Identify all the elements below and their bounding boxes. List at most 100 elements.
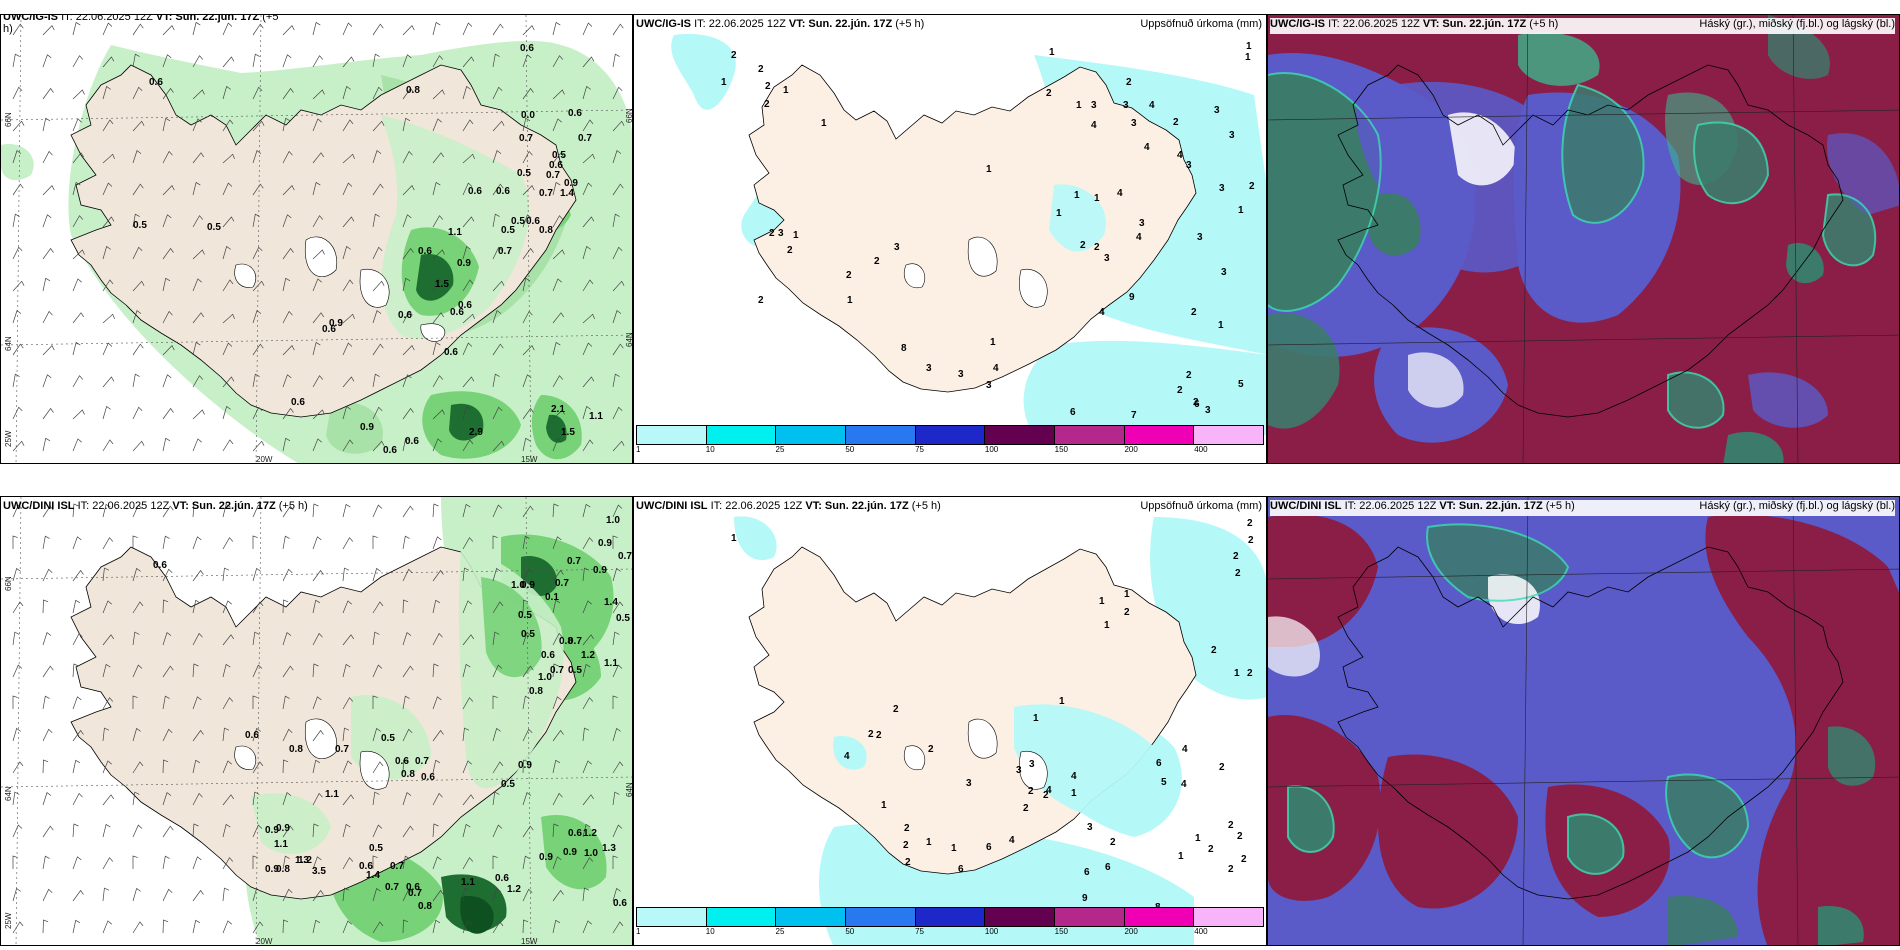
value-label: 0.8: [401, 769, 415, 780]
value-label: 0.5: [552, 150, 566, 161]
wind-barb: [522, 277, 531, 292]
wind-barb: [342, 794, 354, 806]
value-label: 6: [1070, 407, 1076, 418]
wind-barb: [342, 405, 351, 420]
wind-barb: [492, 535, 498, 549]
wind-barb: [222, 663, 231, 678]
value-label: 0.8: [539, 225, 553, 236]
wind-barb: [162, 150, 173, 164]
value-label: 3: [1087, 822, 1093, 833]
value-label: 1: [1033, 713, 1039, 724]
colorbar-tick-label: 25: [775, 927, 785, 936]
wind-barb: [222, 503, 231, 518]
wind-barb: [72, 152, 84, 164]
colorbar-swatch: [637, 426, 707, 444]
wind-barb: [552, 536, 562, 550]
value-label: 0.6: [568, 108, 582, 119]
wind-barb: [162, 214, 172, 228]
colorbar-tick-label: 10: [705, 445, 715, 454]
wind-barb: [312, 409, 325, 420]
panel-header: UWC/IG-IS IT: 22.06.2025 12Z VT: Sun. 22…: [636, 18, 1262, 34]
value-label: 2: [769, 228, 775, 239]
wind-barb: [12, 824, 23, 838]
wind-barb: [342, 376, 355, 388]
wind-barb: [432, 21, 441, 36]
value-label: 0.6: [291, 397, 305, 408]
wind-barb: [552, 152, 564, 164]
wind-barb: [462, 22, 473, 36]
wind-barb: [132, 310, 142, 324]
value-label: 0.7: [498, 246, 512, 257]
wind-barb: [42, 310, 53, 324]
wind-barb: [12, 120, 25, 132]
wind-barb: [72, 409, 85, 420]
wind-barb: [582, 537, 594, 550]
wind-barb: [72, 759, 81, 774]
wind-barb: [132, 246, 143, 260]
wind-barb: [252, 695, 258, 709]
value-label: 0.7: [415, 756, 429, 767]
wind-barb: [492, 761, 504, 774]
wind-barb: [432, 341, 441, 356]
lead-time: (+5 h): [278, 500, 308, 512]
wind-barb: [612, 310, 622, 324]
wind-barb: [492, 601, 504, 614]
wind-barb: [42, 150, 53, 164]
wind-barb: [252, 855, 258, 869]
wind-barb: [492, 213, 500, 228]
value-label: 1: [793, 230, 799, 241]
wind-barb: [492, 664, 503, 678]
value-label: 1: [1059, 696, 1065, 707]
wind-barb: [42, 505, 54, 518]
wind-barb: [432, 152, 444, 164]
value-label: 4: [1117, 188, 1123, 199]
value-label: 1.2: [298, 855, 312, 866]
value-label: 1: [986, 164, 992, 175]
wind-barb: [132, 373, 140, 388]
value-label: 3: [894, 242, 900, 253]
value-label: 4: [1181, 779, 1187, 790]
wind-barb: [162, 632, 172, 646]
colorbar-tick-label: 400: [1194, 927, 1208, 936]
wind-barb: [102, 727, 110, 742]
value-label: 0.6: [383, 445, 397, 456]
value-label: 1.1: [461, 877, 475, 888]
colorbar-swatch: [915, 908, 986, 926]
wind-barb: [252, 86, 263, 100]
wind-barb: [312, 503, 319, 518]
colorbar-swatch: [706, 908, 777, 926]
value-label: 0.6: [359, 861, 373, 872]
wind-barb: [432, 792, 443, 806]
wind-barb: [132, 86, 143, 100]
wind-barb: [162, 888, 173, 902]
value-label: 2: [1247, 668, 1253, 679]
wind-barb: [312, 569, 324, 582]
wind-barb: [222, 439, 234, 452]
wind-barb: [612, 631, 620, 646]
wind-barb: [72, 312, 84, 324]
wind-barb: [492, 120, 505, 132]
wind-barb: [522, 599, 529, 614]
wind-barb: [552, 375, 564, 388]
value-label: 2: [846, 270, 852, 281]
wind-barb: [102, 313, 115, 324]
wind-barb: [402, 345, 415, 356]
init-time: IT: 22.06.2025 12Z: [1328, 18, 1420, 30]
wind-barb: [462, 342, 473, 356]
value-label: 2: [903, 840, 909, 851]
wind-barb: [432, 759, 441, 774]
wind-barb: [222, 887, 230, 902]
panel-field-title: Háský (gr.), miðský (fj.bl.) og lágský (…: [1699, 18, 1895, 30]
lat-label-64n-right: 64N: [625, 332, 633, 347]
wind-barb: [372, 855, 378, 869]
wind-barb: [372, 535, 378, 549]
wind-barb: [42, 117, 51, 132]
value-label: 0.1: [545, 592, 559, 603]
value-label: 0.6: [613, 898, 627, 909]
wind-barb: [492, 887, 501, 902]
wind-barb: [312, 249, 325, 260]
value-label: 3: [1139, 218, 1145, 229]
wind-barb: [552, 438, 562, 452]
value-label: 0.7: [390, 861, 404, 872]
wind-barb: [72, 375, 84, 388]
